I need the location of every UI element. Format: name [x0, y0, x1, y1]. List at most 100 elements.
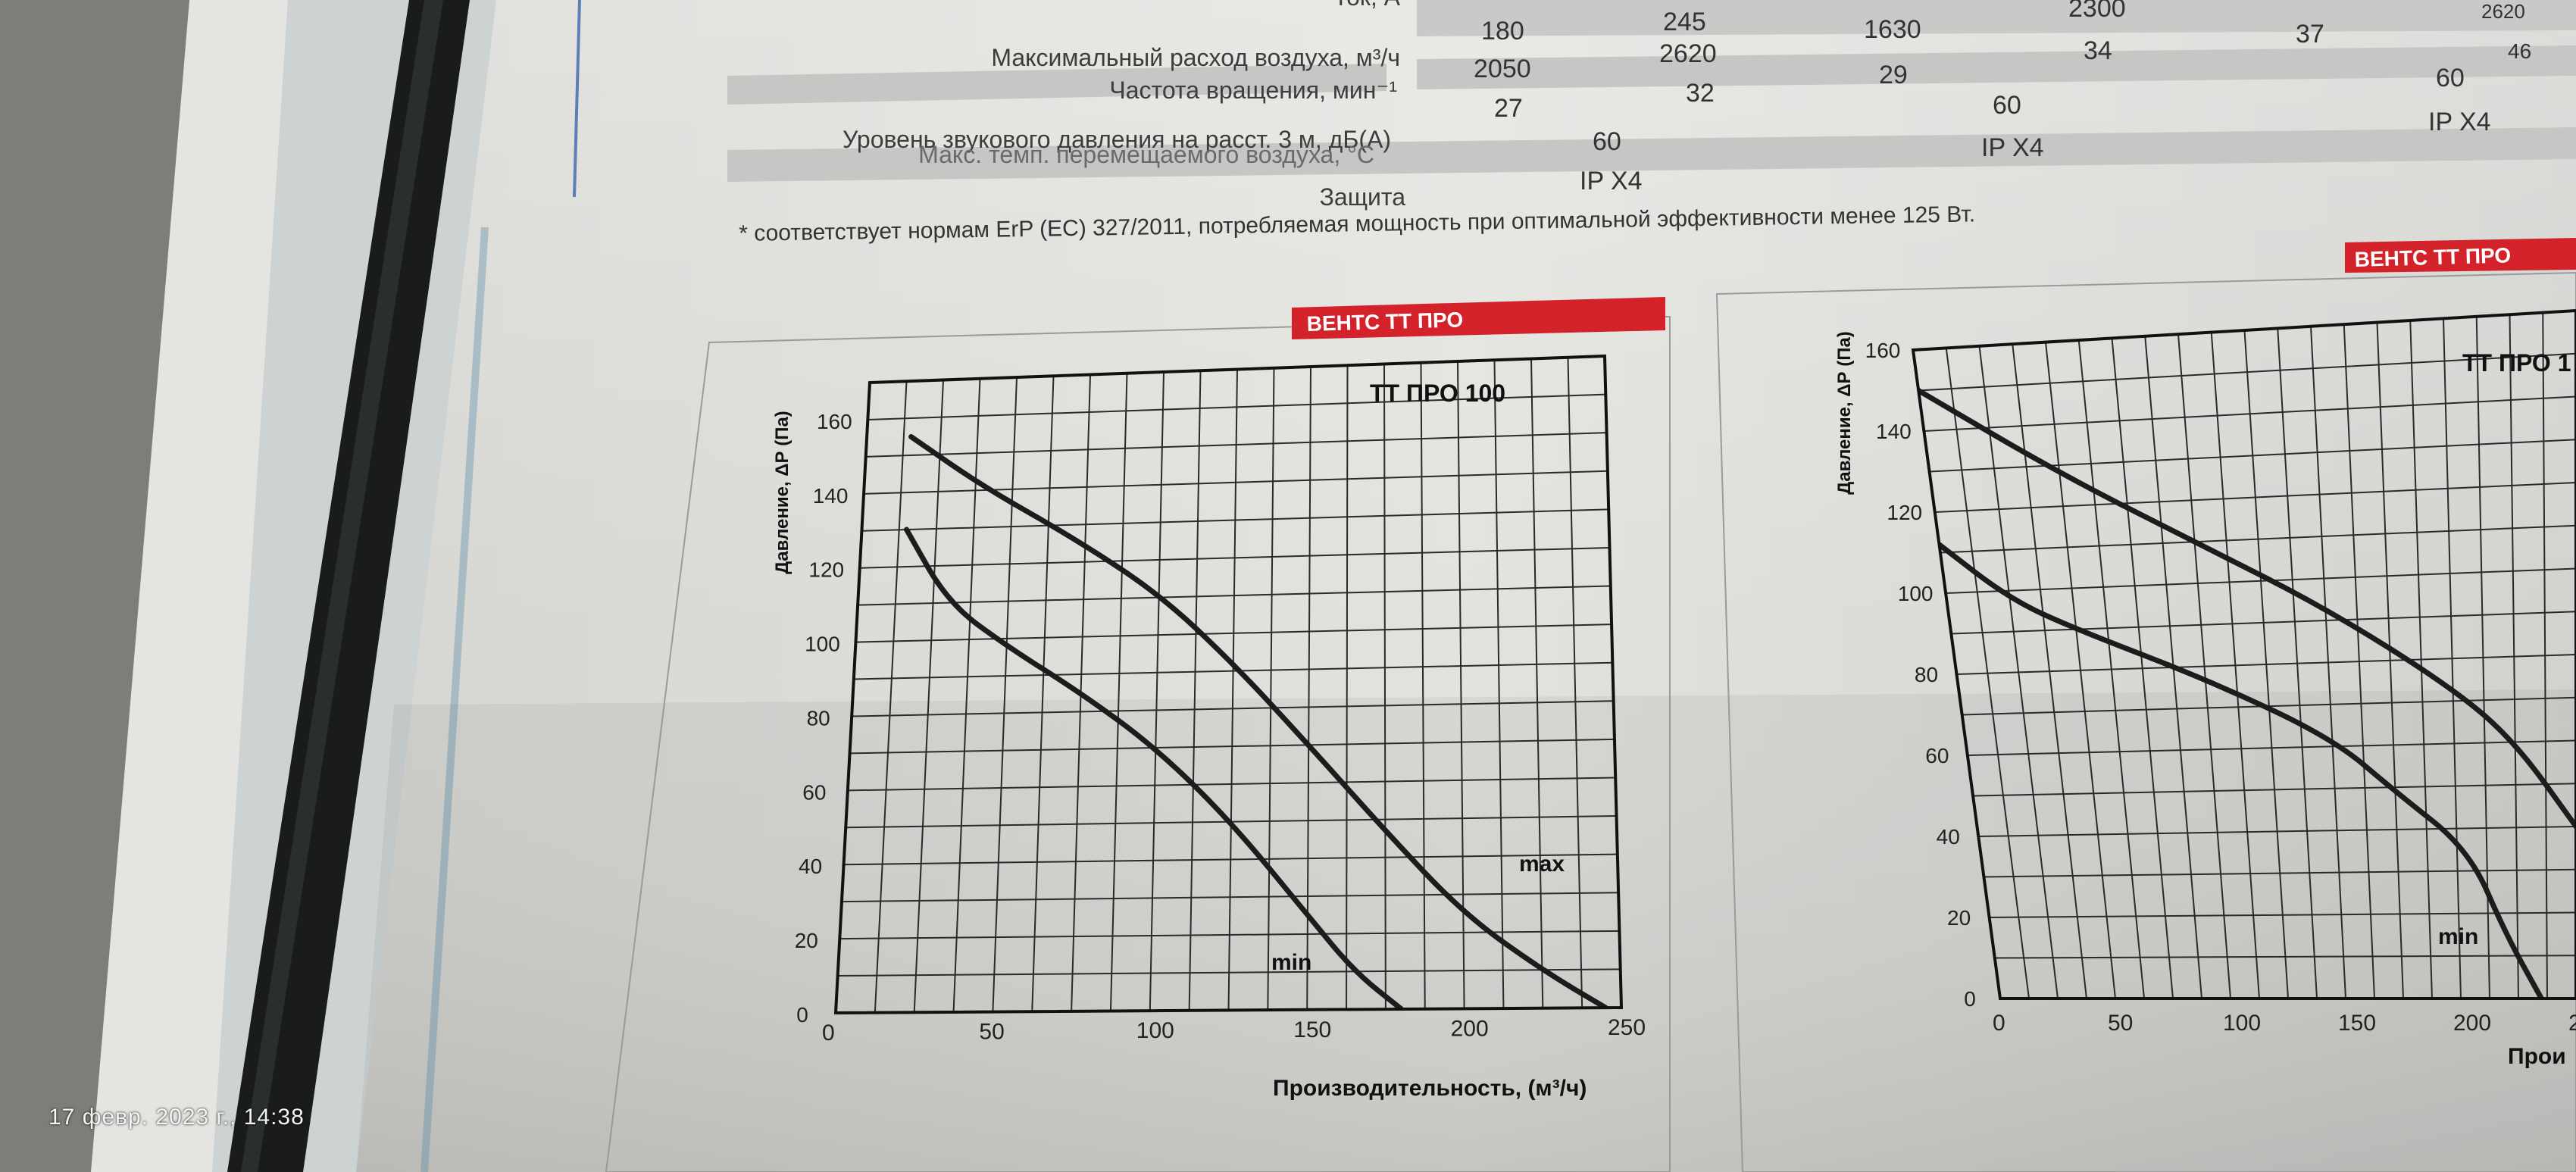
grid-line-horizontal — [1929, 439, 2576, 473]
x-tick-label: 0 — [822, 1020, 835, 1045]
table-row-label: Уровень звукового давления на расст. 3 м… — [843, 126, 1391, 153]
series-line-series-1 — [1915, 388, 2576, 830]
table-cell: 46 — [2508, 39, 2532, 63]
y-tick-label: 60 — [1925, 744, 1949, 767]
grid-line-horizontal — [841, 892, 1619, 903]
grid-line-horizontal — [1918, 352, 2576, 392]
plot-area — [1913, 311, 2576, 999]
table-cell: 2050 — [1474, 55, 1531, 83]
x-tick-label: 100 — [1136, 1018, 1174, 1043]
chart-1: ВЕНТС ТТ ПРО max min 0 50 100 150 200 250 0 20 40 60… — [605, 297, 1671, 1172]
table-cell: 2620 — [1659, 39, 1717, 68]
table-row-label: Ток, А — [1333, 0, 1400, 11]
grid-line-horizontal — [843, 853, 1618, 866]
series-line-min — [1937, 542, 2544, 999]
y-tick-label: 60 — [802, 780, 826, 804]
table-cell: 32 — [1686, 79, 1715, 108]
y-axis-label: Давление, ΔР (Па) — [772, 411, 792, 574]
y-tick-label: 80 — [1915, 663, 1938, 686]
x-tick-label: 150 — [1293, 1017, 1331, 1042]
chart-frame — [1715, 271, 2576, 1172]
plot-area — [836, 356, 1621, 1013]
table-cell: IP X4 — [1981, 133, 2044, 162]
y-tick-label: 100 — [1898, 582, 1934, 605]
grid-line-horizontal — [858, 585, 1611, 606]
grid-line-vertical — [1493, 360, 1505, 1009]
table-cell: 29 — [1879, 61, 1908, 89]
grid-line-horizontal — [1946, 567, 2576, 594]
table-cell: 180 — [1481, 17, 1524, 45]
grid-line-horizontal — [1973, 783, 2576, 797]
grid-line-horizontal — [837, 968, 1621, 977]
brand-label: ВЕНТС ТТ ПРО — [1306, 308, 1463, 336]
grid-line-horizontal — [1994, 955, 2576, 959]
chart-2: ВЕНТС ТТ ПРО min 0 50 100 150 200 250 0 20 40 60 80 1… — [1715, 238, 2576, 1172]
grid-line-horizontal — [849, 738, 1615, 755]
grid-line-horizontal — [859, 546, 1610, 569]
y-tick-label: 0 — [1964, 987, 1976, 1011]
grid-line-horizontal — [1940, 524, 2576, 554]
x-tick-label: 50 — [979, 1020, 1004, 1045]
series-label-min: min — [2438, 924, 2478, 949]
table-cell: 2620 — [2481, 0, 2525, 23]
series-line-max — [908, 433, 1608, 1011]
x-tick-label: 200 — [2453, 1011, 2491, 1036]
grid-line-horizontal — [1934, 482, 2576, 513]
grid-line-vertical — [1267, 367, 1275, 1011]
table-cell: IP X4 — [2428, 108, 2491, 136]
y-tick-label: 160 — [1865, 339, 1901, 362]
grid-line-horizontal — [1951, 611, 2576, 635]
x-tick-label: 250 — [1608, 1015, 1646, 1040]
plot-border — [833, 354, 1624, 1015]
brand-label: ВЕНТС ТТ ПРО — [2354, 243, 2511, 271]
grid-line-vertical — [1227, 369, 1238, 1011]
series-line-min — [904, 527, 1405, 1012]
grid-line-vertical — [1457, 361, 1465, 1009]
table-cell: 27 — [1494, 94, 1523, 123]
grid-line-vertical — [1567, 357, 1583, 1008]
x-tick-label: 250 — [2568, 1011, 2576, 1036]
grid-line-vertical — [1346, 365, 1349, 1010]
x-tick-label: 50 — [2108, 1011, 2133, 1036]
x-tick-label: 100 — [2223, 1011, 2261, 1036]
grid-line-horizontal — [852, 700, 1614, 717]
y-tick-label: 80 — [807, 706, 830, 730]
y-tick-label: 120 — [808, 558, 844, 582]
grid-line-horizontal — [865, 432, 1607, 458]
grid-line-vertical — [1031, 376, 1055, 1012]
table-labels: Ток, А Максимальный расход воздуха, м³/ч… — [682, 0, 1409, 227]
x-axis-label: Прои — [2508, 1044, 2566, 1069]
table-cell: 245 — [1663, 8, 1706, 36]
y-tick-label: 0 — [796, 1003, 808, 1027]
x-tick-label: 150 — [2338, 1011, 2376, 1036]
y-tick-label: 140 — [1876, 420, 1912, 443]
x-tick-label: 200 — [1451, 1016, 1489, 1041]
table-cell: 2300 — [2068, 0, 2126, 23]
grid-line-horizontal — [1989, 911, 2576, 918]
y-tick-label: 140 — [813, 484, 849, 508]
grid-line-vertical — [1530, 358, 1544, 1008]
spec-table: Ток, А Максимальный расход воздуха, м³/ч… — [0, 0, 2576, 246]
y-tick-label: 20 — [1947, 906, 1971, 930]
y-axis-label: Давление, ΔР (Па) — [1834, 331, 1855, 495]
grid-line-vertical — [874, 381, 908, 1013]
table-cell: 60 — [1993, 91, 2021, 120]
table-cell: 1630 — [1864, 15, 1921, 44]
y-tick-label: 160 — [817, 410, 852, 433]
grid-line-vertical — [1383, 364, 1386, 1010]
grid-line-horizontal — [853, 661, 1613, 680]
table-cell: 37 — [2296, 20, 2324, 48]
table-cell: 60 — [2436, 64, 2465, 92]
plot-border — [1911, 308, 2576, 1000]
chart-title: ТТ ПРО 1 — [2462, 349, 2571, 377]
y-tick-label: 40 — [1937, 825, 1960, 849]
brand-badge — [1292, 297, 1665, 339]
grid-line-vertical — [952, 378, 981, 1012]
grid-line-vertical — [1306, 366, 1311, 1010]
grid-line-horizontal — [855, 624, 1612, 643]
grid-line-horizontal — [1924, 395, 2576, 432]
table-row-label: Максимальный расход воздуха, м³/ч — [991, 44, 1400, 71]
table-cell: 60 — [1593, 127, 1621, 156]
